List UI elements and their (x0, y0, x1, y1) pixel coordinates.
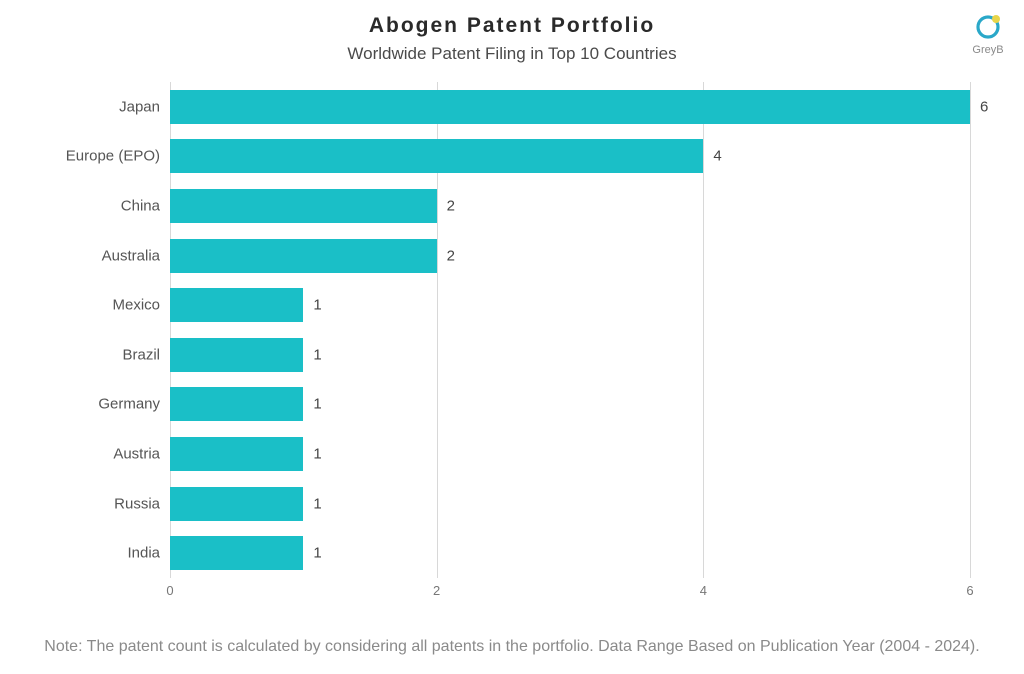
category-label: Japan (10, 98, 170, 115)
chart-title: Abogen Patent Portfolio (0, 0, 1024, 38)
brand-logo-icon (972, 12, 1004, 42)
category-label: Austria (10, 446, 170, 463)
category-label: Germany (10, 396, 170, 413)
bar-value-label: 6 (970, 98, 988, 115)
bar-value-label: 1 (303, 545, 321, 562)
x-tick-label: 6 (966, 583, 973, 598)
bar: 1 (170, 536, 303, 570)
bar-value-label: 1 (303, 495, 321, 512)
bar: 4 (170, 139, 703, 173)
category-label: Europe (EPO) (10, 148, 170, 165)
bar-value-label: 2 (437, 247, 455, 264)
category-label: Brazil (10, 346, 170, 363)
bar: 2 (170, 239, 437, 273)
bar-value-label: 4 (703, 148, 721, 165)
chart-plot-area: Japan6Europe (EPO)4China2Australia2Mexic… (170, 82, 970, 592)
category-label: China (10, 198, 170, 215)
category-label: India (10, 545, 170, 562)
bar-value-label: 1 (303, 446, 321, 463)
bar: 6 (170, 90, 970, 124)
x-tick-label: 2 (433, 583, 440, 598)
bar: 1 (170, 338, 303, 372)
brand-logo: GreyB (972, 12, 1004, 56)
chart-subtitle: Worldwide Patent Filing in Top 10 Countr… (0, 38, 1024, 64)
bar: 1 (170, 437, 303, 471)
bar-value-label: 1 (303, 297, 321, 314)
bar: 1 (170, 288, 303, 322)
bar: 2 (170, 189, 437, 223)
bar: 1 (170, 387, 303, 421)
brand-logo-text: GreyB (972, 44, 1003, 56)
bar-value-label: 2 (437, 198, 455, 215)
bar-value-label: 1 (303, 346, 321, 363)
chart-footnote: Note: The patent count is calculated by … (0, 638, 1024, 656)
x-tick-label: 0 (166, 583, 173, 598)
gridline (970, 82, 971, 578)
category-label: Russia (10, 495, 170, 512)
bar-value-label: 1 (303, 396, 321, 413)
category-label: Australia (10, 247, 170, 264)
category-label: Mexico (10, 297, 170, 314)
x-tick-label: 4 (700, 583, 707, 598)
bar: 1 (170, 487, 303, 521)
